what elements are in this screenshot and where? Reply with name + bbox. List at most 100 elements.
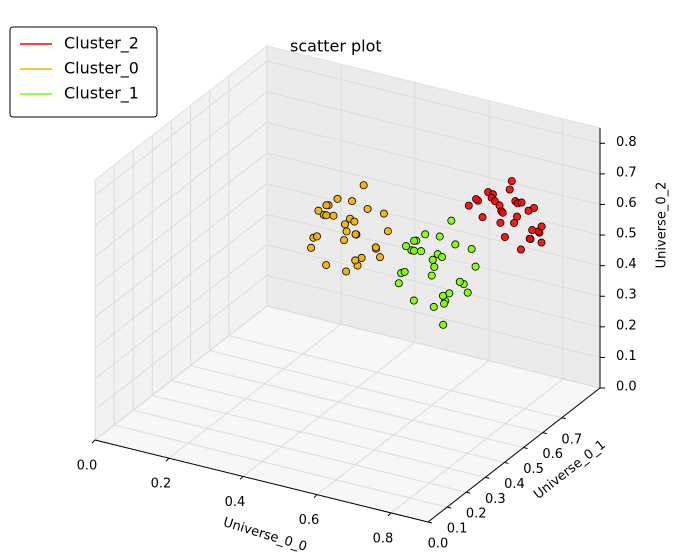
z-tick-label: 0.7 bbox=[616, 165, 637, 180]
y-tick-label: 0.4 bbox=[504, 477, 525, 492]
point bbox=[507, 177, 516, 186]
point bbox=[439, 320, 448, 329]
grid-line bbox=[168, 323, 342, 459]
grid-line bbox=[152, 394, 486, 478]
grid-line bbox=[266, 305, 601, 389]
x-tick-label: 0.4 bbox=[225, 495, 246, 510]
point bbox=[517, 198, 526, 207]
point bbox=[463, 288, 472, 297]
y-tick bbox=[427, 521, 433, 524]
y-tick-label: 0.6 bbox=[542, 447, 563, 462]
point bbox=[478, 213, 487, 222]
legend: Cluster_2 Cluster_0 Cluster_1 bbox=[9, 26, 158, 118]
x-tick-label: 0.8 bbox=[373, 531, 394, 546]
point bbox=[455, 277, 464, 286]
z-tick-label: 0.6 bbox=[616, 196, 637, 211]
z-tick-label: 0.0 bbox=[616, 380, 637, 395]
grid-line bbox=[94, 213, 268, 349]
grid-line bbox=[228, 335, 562, 419]
grid-line bbox=[266, 121, 601, 205]
point bbox=[371, 243, 380, 252]
y-tick bbox=[466, 491, 471, 494]
point bbox=[429, 302, 438, 311]
point bbox=[537, 222, 546, 231]
point bbox=[417, 247, 426, 256]
point bbox=[409, 246, 418, 255]
grid-line bbox=[242, 342, 416, 477]
point bbox=[322, 201, 331, 210]
point bbox=[342, 227, 351, 236]
point bbox=[537, 238, 546, 247]
point bbox=[440, 299, 449, 308]
point bbox=[428, 255, 437, 264]
point bbox=[348, 197, 357, 206]
grid-line bbox=[171, 379, 505, 463]
x-tick bbox=[387, 512, 392, 517]
y-tick-label: 0.3 bbox=[485, 492, 506, 507]
x-tick-label: 0.0 bbox=[77, 459, 98, 474]
grid-line bbox=[266, 274, 601, 358]
y-tick-label: 0.7 bbox=[561, 432, 582, 447]
axes: 0.00.20.40.60.8 0.00.10.20.30.40.50.60.70… bbox=[77, 128, 637, 552]
z-tick-label: 0.5 bbox=[616, 227, 637, 242]
point bbox=[430, 262, 439, 271]
point bbox=[383, 227, 392, 236]
x-axis-label: Universe_0_0 bbox=[221, 515, 308, 555]
panes bbox=[93, 44, 602, 523]
x-tick-label: 0.2 bbox=[151, 477, 172, 492]
y-tick-label: 0.5 bbox=[523, 462, 544, 477]
point bbox=[379, 209, 388, 218]
point bbox=[341, 220, 350, 229]
grid-line bbox=[94, 122, 268, 257]
grid-line bbox=[266, 91, 601, 175]
point bbox=[451, 240, 460, 249]
point bbox=[435, 232, 444, 241]
point bbox=[351, 256, 360, 265]
point bbox=[394, 279, 403, 288]
point bbox=[447, 216, 456, 225]
y-tick bbox=[485, 476, 490, 479]
grid-line bbox=[94, 152, 268, 288]
grid-line bbox=[266, 213, 601, 297]
grid-line bbox=[133, 409, 467, 493]
point bbox=[350, 217, 359, 226]
grid-line bbox=[94, 91, 268, 227]
point bbox=[322, 261, 331, 270]
point bbox=[322, 211, 331, 220]
chart-title: scatter plot bbox=[290, 37, 382, 56]
point bbox=[363, 204, 372, 213]
z-tick-label: 0.3 bbox=[616, 288, 637, 303]
z-axis-label: Universe_0_2 bbox=[655, 182, 670, 269]
point bbox=[510, 218, 519, 227]
point bbox=[524, 206, 533, 215]
point bbox=[438, 291, 447, 300]
grid-line bbox=[316, 360, 490, 496]
z-tick-label: 0.1 bbox=[616, 349, 637, 364]
x-tick bbox=[165, 457, 170, 462]
point bbox=[467, 245, 476, 254]
grid-line bbox=[190, 365, 524, 449]
grid-line bbox=[94, 183, 268, 319]
point bbox=[498, 208, 507, 217]
legend-label: Cluster_1 bbox=[64, 84, 139, 104]
point bbox=[438, 253, 447, 262]
point bbox=[472, 195, 481, 204]
point bbox=[351, 230, 360, 239]
grid-line bbox=[94, 60, 268, 196]
legend-label: Cluster_2 bbox=[64, 34, 139, 54]
x-tick bbox=[91, 439, 96, 444]
point bbox=[421, 230, 430, 239]
grid-line bbox=[94, 305, 268, 441]
grid-line bbox=[94, 275, 268, 410]
grid-line bbox=[266, 152, 601, 236]
legend-label: Cluster_0 bbox=[64, 59, 139, 79]
point bbox=[513, 212, 522, 221]
point bbox=[340, 236, 349, 245]
point bbox=[329, 211, 338, 220]
grid-line bbox=[209, 350, 543, 434]
x-axis bbox=[94, 439, 429, 523]
y-tick bbox=[523, 447, 528, 450]
point bbox=[427, 271, 436, 280]
y-tick bbox=[542, 432, 547, 435]
x-tick-label: 0.6 bbox=[299, 513, 320, 528]
